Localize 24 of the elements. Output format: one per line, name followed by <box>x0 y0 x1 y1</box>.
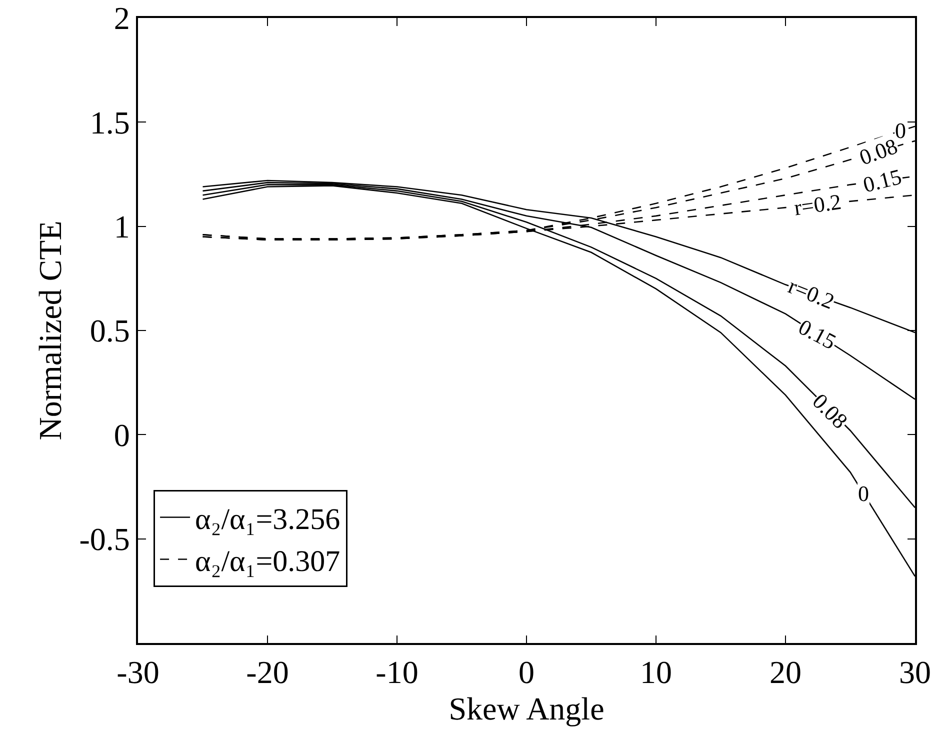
legend-label: α₂/α₁=3.256 <box>195 502 340 536</box>
annotation: 0.15 <box>860 164 904 198</box>
y-tick-label: -0.5 <box>79 521 130 558</box>
x-tick-label: -10 <box>376 654 418 690</box>
legend-label: α₂/α₁=0.307 <box>195 544 340 578</box>
annotation: 0.08 <box>808 388 853 434</box>
x-tick-label: -20 <box>246 654 289 690</box>
x-axis-title: Skew Angle <box>448 690 604 727</box>
annotation: 0 <box>858 481 869 506</box>
annotation: r=0.2 <box>784 273 838 314</box>
x-tick-label: 30 <box>899 654 931 690</box>
y-tick-label: 0 <box>114 416 130 453</box>
annotation: 0.15 <box>794 314 840 354</box>
y-tick-label: 0.5 <box>90 312 130 349</box>
x-tick-label: 20 <box>770 654 802 690</box>
y-axis-title: Normalized CTE <box>32 220 68 440</box>
y-tick-label: 1.5 <box>90 104 130 140</box>
y-tick-label: 2 <box>114 0 130 36</box>
annotation: 0 <box>895 118 906 143</box>
y-tick-label: 1 <box>114 208 130 245</box>
x-tick-label: 10 <box>640 654 672 690</box>
x-tick-label: -30 <box>116 654 160 690</box>
x-tick-label: 0 <box>518 654 534 690</box>
annotation: r=0.2 <box>792 188 843 220</box>
